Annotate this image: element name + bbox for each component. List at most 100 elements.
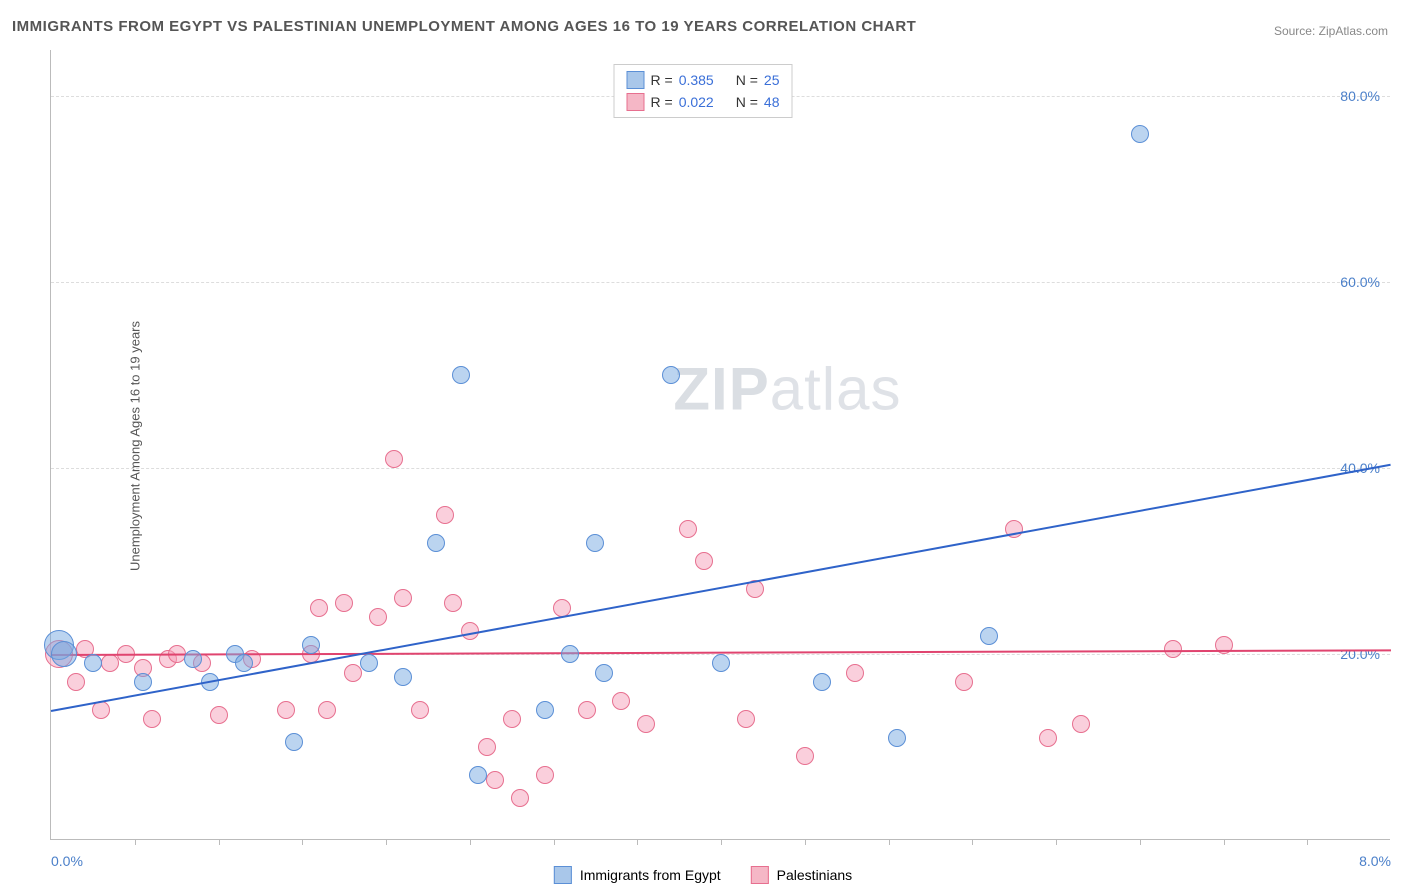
data-point-palestinians <box>578 701 596 719</box>
r-value-palestinians: 0.022 <box>679 94 714 110</box>
chart-title: IMMIGRANTS FROM EGYPT VS PALESTINIAN UNE… <box>12 18 916 35</box>
data-point-egypt <box>980 627 998 645</box>
data-point-palestinians <box>436 506 454 524</box>
x-tick <box>302 839 303 845</box>
y-tick-label: 60.0% <box>1340 274 1380 290</box>
data-point-palestinians <box>335 594 353 612</box>
n-label: N = <box>736 72 758 88</box>
x-tick <box>1140 839 1141 845</box>
legend-item-palestinians: Palestinians <box>751 866 853 884</box>
x-tick <box>219 839 220 845</box>
data-point-egypt <box>712 654 730 672</box>
watermark: ZIPatlas <box>673 355 901 424</box>
r-value-egypt: 0.385 <box>679 72 714 88</box>
gridline <box>51 282 1390 283</box>
legend-swatch-icon <box>554 866 572 884</box>
data-point-egypt <box>813 673 831 691</box>
x-tick <box>889 839 890 845</box>
data-point-palestinians <box>394 589 412 607</box>
data-point-egypt <box>561 645 579 663</box>
chart-container: IMMIGRANTS FROM EGYPT VS PALESTINIAN UNE… <box>0 0 1406 892</box>
x-tick <box>972 839 973 845</box>
legend-swatch-palestinians <box>627 93 645 111</box>
x-tick <box>386 839 387 845</box>
n-value-palestinians: 48 <box>764 94 780 110</box>
x-tick-label-min: 0.0% <box>51 853 83 869</box>
legend-swatch-icon <box>751 866 769 884</box>
data-point-palestinians <box>679 520 697 538</box>
data-point-palestinians <box>511 789 529 807</box>
x-tick <box>135 839 136 845</box>
data-point-egypt <box>134 673 152 691</box>
data-point-egypt <box>595 664 613 682</box>
data-point-palestinians <box>310 599 328 617</box>
data-point-egypt <box>1131 125 1149 143</box>
data-point-palestinians <box>344 664 362 682</box>
data-point-egypt <box>184 650 202 668</box>
x-tick <box>1307 839 1308 845</box>
data-point-palestinians <box>536 766 554 784</box>
data-point-palestinians <box>637 715 655 733</box>
data-point-palestinians <box>318 701 336 719</box>
source-label: Source: ZipAtlas.com <box>1274 24 1388 38</box>
data-point-egypt <box>536 701 554 719</box>
x-tick <box>637 839 638 845</box>
x-tick <box>805 839 806 845</box>
data-point-palestinians <box>796 747 814 765</box>
x-tick <box>554 839 555 845</box>
data-point-egypt <box>302 636 320 654</box>
data-point-egypt <box>285 733 303 751</box>
x-tick <box>1056 839 1057 845</box>
data-point-egypt <box>586 534 604 552</box>
data-point-palestinians <box>277 701 295 719</box>
legend-swatch-egypt <box>627 71 645 89</box>
data-point-palestinians <box>503 710 521 728</box>
data-point-egypt <box>84 654 102 672</box>
data-point-egypt <box>427 534 445 552</box>
r-label: R = <box>651 72 673 88</box>
watermark-thin: atlas <box>770 356 902 423</box>
data-point-palestinians <box>695 552 713 570</box>
data-point-palestinians <box>612 692 630 710</box>
data-point-egypt <box>360 654 378 672</box>
data-point-palestinians <box>1039 729 1057 747</box>
data-point-egypt <box>469 766 487 784</box>
data-point-palestinians <box>478 738 496 756</box>
x-tick <box>1224 839 1225 845</box>
data-point-palestinians <box>143 710 161 728</box>
x-tick <box>721 839 722 845</box>
data-point-palestinians <box>101 654 119 672</box>
legend-item-egypt: Immigrants from Egypt <box>554 866 721 884</box>
data-point-egypt <box>51 641 77 667</box>
y-tick-label: 80.0% <box>1340 88 1380 104</box>
watermark-bold: ZIP <box>673 356 769 423</box>
n-label: N = <box>736 94 758 110</box>
data-point-palestinians <box>955 673 973 691</box>
data-point-egypt <box>394 668 412 686</box>
data-point-palestinians <box>67 673 85 691</box>
data-point-palestinians <box>210 706 228 724</box>
legend-row-palestinians: R = 0.022 N = 48 <box>627 91 780 113</box>
data-point-egypt <box>888 729 906 747</box>
legend-label-palestinians: Palestinians <box>777 867 853 883</box>
data-point-palestinians <box>369 608 387 626</box>
gridline <box>51 468 1390 469</box>
trend-line <box>51 464 1391 712</box>
data-point-palestinians <box>737 710 755 728</box>
legend-row-egypt: R = 0.385 N = 25 <box>627 69 780 91</box>
data-point-palestinians <box>1072 715 1090 733</box>
r-label: R = <box>651 94 673 110</box>
data-point-palestinians <box>486 771 504 789</box>
x-tick <box>470 839 471 845</box>
legend-label-egypt: Immigrants from Egypt <box>580 867 721 883</box>
data-point-egypt <box>662 366 680 384</box>
data-point-palestinians <box>385 450 403 468</box>
x-tick-label-max: 8.0% <box>1359 853 1391 869</box>
n-value-egypt: 25 <box>764 72 780 88</box>
data-point-egypt <box>235 654 253 672</box>
correlation-legend: R = 0.385 N = 25 R = 0.022 N = 48 <box>614 64 793 118</box>
series-legend: Immigrants from Egypt Palestinians <box>554 866 852 884</box>
plot-area: ZIPatlas 20.0%40.0%60.0%80.0%0.0%8.0% <box>50 50 1390 840</box>
data-point-palestinians <box>846 664 864 682</box>
data-point-egypt <box>452 366 470 384</box>
